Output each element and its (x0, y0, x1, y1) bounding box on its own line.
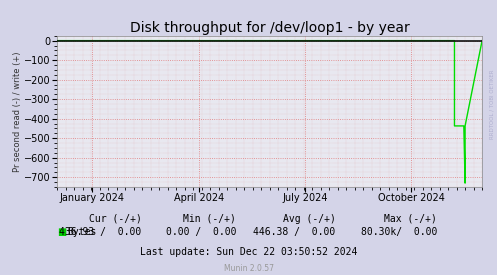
Text: Bytes: Bytes (67, 227, 96, 237)
Text: RRDTOOL / TOBI OETIKER: RRDTOOL / TOBI OETIKER (490, 70, 495, 139)
Text: Cur (-/+): Cur (-/+) (89, 214, 142, 224)
Text: Max (-/+): Max (-/+) (385, 214, 437, 224)
Text: 0.00 /  0.00: 0.00 / 0.00 (166, 227, 236, 237)
Title: Disk throughput for /dev/loop1 - by year: Disk throughput for /dev/loop1 - by year (130, 21, 410, 35)
Text: Munin 2.0.57: Munin 2.0.57 (224, 264, 273, 273)
Text: Min (-/+): Min (-/+) (183, 214, 236, 224)
Text: 436.93 /  0.00: 436.93 / 0.00 (60, 227, 142, 237)
Text: 446.38 /  0.00: 446.38 / 0.00 (253, 227, 335, 237)
Text: Last update: Sun Dec 22 03:50:52 2024: Last update: Sun Dec 22 03:50:52 2024 (140, 247, 357, 257)
Text: Avg (-/+): Avg (-/+) (283, 214, 335, 224)
Text: ■: ■ (57, 227, 67, 237)
Y-axis label: Pr second read (-) / write (+): Pr second read (-) / write (+) (12, 51, 21, 172)
Text: 80.30k/  0.00: 80.30k/ 0.00 (361, 227, 437, 237)
